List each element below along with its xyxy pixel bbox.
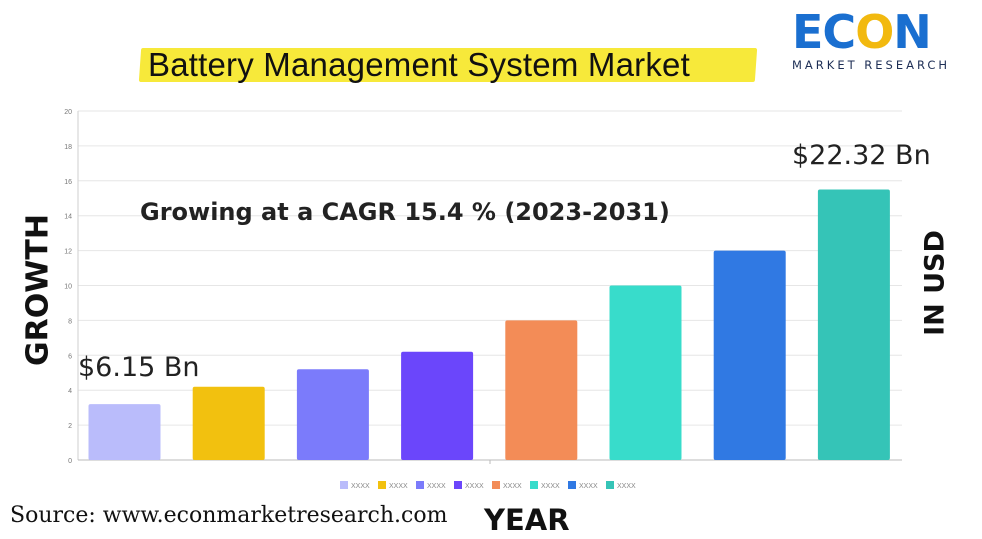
bar: [609, 285, 682, 460]
bar: [817, 189, 890, 460]
bar: [505, 320, 578, 460]
legend-swatch: [340, 481, 348, 489]
title-block: Battery Management System Market: [138, 40, 760, 86]
cagr-annotation: Growing at a CAGR 15.4 % (2023-2031): [140, 198, 670, 226]
chart-title: Battery Management System Market: [148, 46, 690, 83]
legend-label: XXXX: [579, 483, 598, 490]
legend-swatch: [530, 481, 538, 489]
legend-label: XXXX: [617, 483, 636, 490]
bar: [192, 386, 265, 460]
bar: [401, 351, 474, 460]
legend-swatch: [606, 481, 614, 489]
y-tick-label: 20: [64, 109, 72, 116]
bar: [713, 250, 786, 460]
legend-swatch: [378, 481, 386, 489]
y-tick-label: 16: [64, 179, 72, 186]
y-tick-label: 12: [64, 249, 72, 256]
logo-letters-ec: EC: [792, 5, 856, 59]
logo-letter-o: O: [855, 5, 894, 59]
y-tick-label: 18: [64, 144, 72, 151]
econ-logo: ECON MARKET RESEARCH: [792, 8, 972, 74]
y-tick-label: 14: [64, 214, 72, 221]
legend-label: XXXX: [427, 483, 446, 490]
logo-subtitle: MARKET RESEARCH: [792, 58, 951, 72]
bar: [296, 369, 369, 460]
x-axis-label: YEAR: [484, 503, 570, 537]
legend-swatch: [492, 481, 500, 489]
end-value-label: $22.32 Bn: [792, 140, 931, 171]
y-tick-label: 8: [68, 318, 72, 325]
legend-label: XXXX: [541, 483, 560, 490]
legend-label: XXXX: [503, 483, 522, 490]
legend-label: XXXX: [389, 483, 408, 490]
legend-label: XXXX: [351, 483, 370, 490]
legend-swatch: [568, 481, 576, 489]
bar: [88, 404, 161, 460]
start-value-label: $6.15 Bn: [78, 352, 200, 383]
source-text: Source: www.econmarketresearch.com: [10, 503, 448, 528]
y-tick-label: 10: [64, 284, 72, 291]
y-tick-label: 4: [68, 388, 72, 395]
legend-swatch: [416, 481, 424, 489]
legend-label: XXXX: [465, 483, 484, 490]
y-tick-label: 6: [68, 353, 72, 360]
legend-swatch: [454, 481, 462, 489]
y-tick-label: 2: [68, 423, 72, 430]
y-tick-label: 0: [68, 458, 72, 465]
logo-wordmark: ECON: [792, 8, 972, 56]
logo-letter-n: N: [893, 5, 931, 59]
